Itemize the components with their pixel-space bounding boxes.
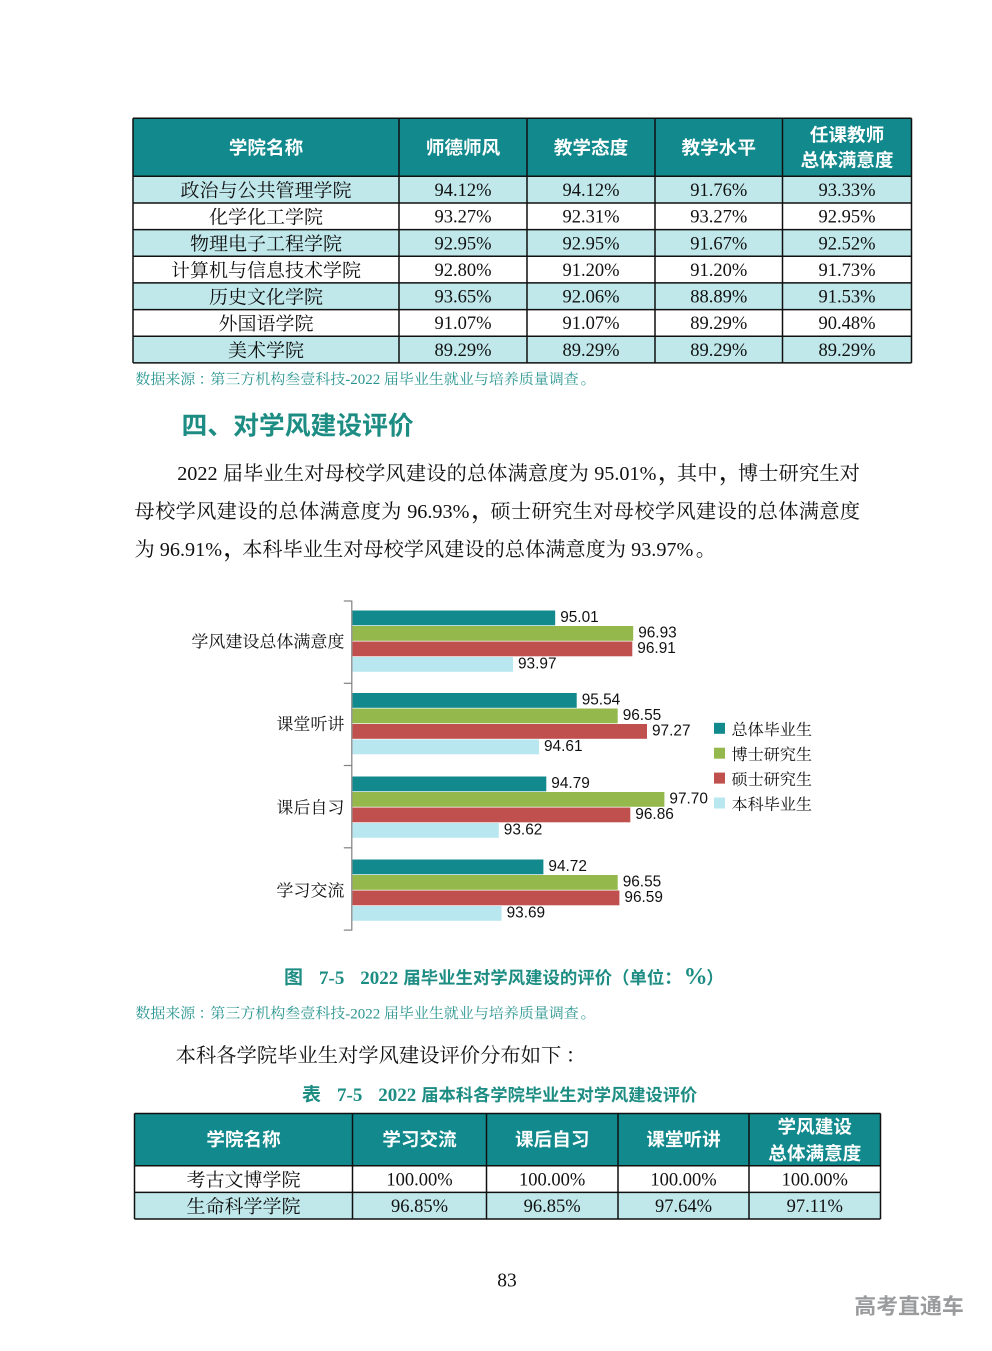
svg-text:97.70: 97.70 <box>669 790 708 807</box>
svg-text:89.29%: 89.29% <box>690 314 747 334</box>
svg-text:92.31%: 92.31% <box>562 208 619 228</box>
svg-text:91.76%: 91.76% <box>690 181 747 201</box>
svg-text:89.29%: 89.29% <box>562 341 619 361</box>
svg-text:93.97: 93.97 <box>518 655 557 672</box>
svg-text:97.11%: 97.11% <box>787 1197 843 1217</box>
svg-text:96.91%: 96.91% <box>160 539 222 561</box>
svg-text:91.07%: 91.07% <box>562 314 619 334</box>
svg-text:91.20%: 91.20% <box>562 261 619 281</box>
svg-text:2022: 2022 <box>360 968 398 989</box>
svg-text:92.95%: 92.95% <box>434 234 491 254</box>
svg-text:-2022: -2022 <box>345 1006 380 1022</box>
svg-text:100.00%: 100.00% <box>386 1170 452 1190</box>
svg-text:7-5: 7-5 <box>337 1085 362 1106</box>
svg-text:100.00%: 100.00% <box>519 1170 585 1190</box>
svg-text:97.64%: 97.64% <box>655 1197 712 1217</box>
svg-text:91.67%: 91.67% <box>690 234 747 254</box>
svg-text:92.95%: 92.95% <box>562 234 619 254</box>
svg-text:94.12%: 94.12% <box>434 181 491 201</box>
svg-text:91.07%: 91.07% <box>434 314 491 334</box>
svg-text:93.27%: 93.27% <box>434 208 491 228</box>
svg-text:93.65%: 93.65% <box>434 288 491 308</box>
svg-text:90.48%: 90.48% <box>818 314 875 334</box>
svg-text:95.54: 95.54 <box>582 691 621 708</box>
svg-text:91.20%: 91.20% <box>690 261 747 281</box>
svg-text:96.93%: 96.93% <box>407 501 469 523</box>
svg-text:93.27%: 93.27% <box>690 208 747 228</box>
svg-text:96.59: 96.59 <box>624 889 663 906</box>
svg-text:89.29%: 89.29% <box>434 341 491 361</box>
svg-text:88.89%: 88.89% <box>690 288 747 308</box>
svg-text:89.29%: 89.29% <box>690 341 747 361</box>
svg-text:83: 83 <box>497 1271 517 1292</box>
svg-text:94.12%: 94.12% <box>562 181 619 201</box>
svg-text:93.33%: 93.33% <box>818 181 875 201</box>
svg-text:94.79: 94.79 <box>551 775 590 792</box>
svg-text:96.55: 96.55 <box>623 707 662 724</box>
svg-text:93.97%: 93.97% <box>631 539 693 561</box>
svg-text:93.62: 93.62 <box>504 821 543 838</box>
svg-text:94.72: 94.72 <box>548 858 587 875</box>
svg-text:2022: 2022 <box>177 463 217 485</box>
svg-text:100.00%: 100.00% <box>650 1170 716 1190</box>
svg-text:95.01: 95.01 <box>560 609 599 626</box>
svg-text:96.93: 96.93 <box>638 624 677 641</box>
svg-text:92.52%: 92.52% <box>818 234 875 254</box>
svg-text:94.61: 94.61 <box>544 738 583 755</box>
svg-text:96.86: 96.86 <box>635 806 674 823</box>
svg-text:92.95%: 92.95% <box>818 208 875 228</box>
svg-text:91.53%: 91.53% <box>818 288 875 308</box>
svg-text:92.80%: 92.80% <box>434 261 491 281</box>
svg-text:93.69: 93.69 <box>507 904 546 921</box>
svg-text:97.27: 97.27 <box>652 722 691 739</box>
svg-text:-2022: -2022 <box>345 372 380 388</box>
svg-text:92.06%: 92.06% <box>562 288 619 308</box>
svg-text:%: % <box>684 964 708 990</box>
svg-text:7-5: 7-5 <box>319 968 344 989</box>
svg-text:96.85%: 96.85% <box>391 1197 448 1217</box>
svg-text:89.29%: 89.29% <box>818 341 875 361</box>
svg-text:100.00%: 100.00% <box>782 1170 848 1190</box>
svg-text:95.01%: 95.01% <box>594 463 656 485</box>
svg-text:96.55: 96.55 <box>623 873 662 890</box>
svg-text:96.85%: 96.85% <box>524 1197 581 1217</box>
svg-text:96.91: 96.91 <box>637 640 676 657</box>
svg-text:91.73%: 91.73% <box>818 261 875 281</box>
svg-text:2022: 2022 <box>378 1085 416 1106</box>
